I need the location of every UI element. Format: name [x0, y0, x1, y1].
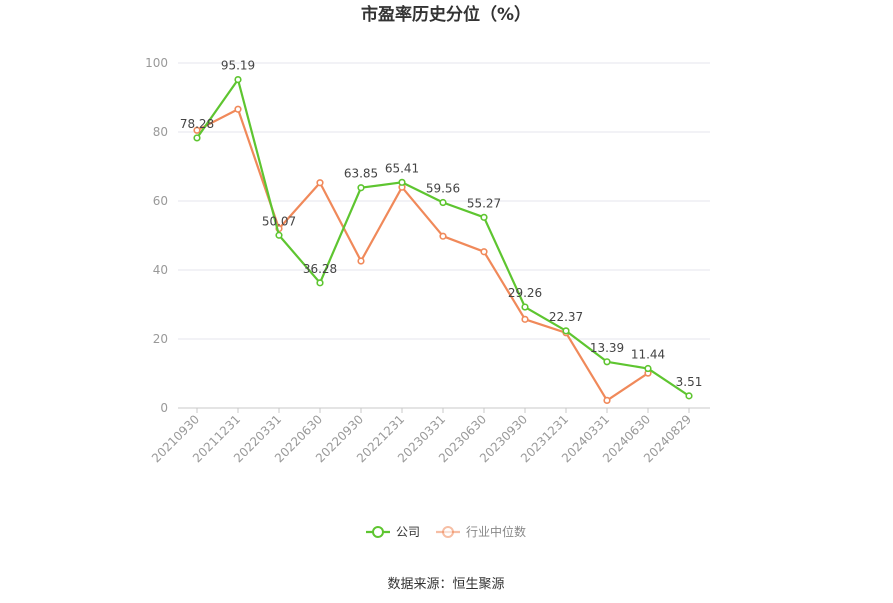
legend-label: 公司 — [396, 525, 420, 539]
data-label: 50.07 — [262, 214, 296, 228]
legend-swatch-marker — [372, 526, 384, 538]
legend-label: 行业中位数 — [466, 524, 526, 539]
chart-title: 市盈率历史分位（%） — [361, 4, 531, 25]
data-label: 78.28 — [180, 117, 214, 131]
axes: 0204060801002021093020211231202203312022… — [145, 56, 710, 465]
series-0-point — [603, 358, 611, 366]
series-1-point — [357, 257, 365, 265]
series-0-point — [644, 364, 652, 373]
y-tick-label: 0 — [160, 401, 168, 415]
source-note: 数据来源：恒生聚源 — [387, 577, 504, 592]
y-tick-label: 60 — [153, 194, 168, 208]
series-1-point — [521, 315, 529, 323]
series-1-point — [603, 396, 611, 405]
series-1-point — [316, 179, 324, 187]
legend: 公司 行业中位数 — [366, 524, 526, 539]
series-0-point — [562, 327, 570, 335]
series-1-point — [193, 126, 201, 134]
data-label: 13.39 — [590, 341, 624, 355]
series-0-point — [439, 198, 447, 207]
series-0-point — [234, 75, 242, 84]
series-line-1 — [195, 108, 650, 402]
series-0-point — [398, 178, 406, 186]
series-lines — [193, 75, 693, 405]
series-1-point — [234, 105, 242, 113]
data-labels: 78.28 95.19 50.07 36.28 63.85 65.41 59.56 55.27… — [180, 59, 703, 389]
series-1-point — [480, 248, 488, 256]
y-tick-label: 20 — [153, 332, 168, 346]
data-label: 36.28 — [303, 262, 337, 276]
data-label: 22.37 — [549, 310, 583, 324]
y-tick-label: 100 — [145, 56, 168, 70]
data-label: 95.19 — [221, 59, 255, 73]
y-tick-label: 80 — [153, 125, 168, 139]
series-0-point — [521, 303, 529, 311]
data-label: 55.27 — [467, 196, 501, 210]
series-0-point — [357, 184, 365, 192]
series-0-point — [275, 231, 283, 239]
legend-swatch-marker — [442, 526, 454, 538]
series-0-point — [316, 279, 324, 287]
data-label: 11.44 — [631, 348, 665, 362]
data-label: 3.51 — [676, 375, 703, 389]
data-label: 29.26 — [508, 286, 542, 300]
y-tick-label: 40 — [153, 263, 168, 277]
series-0-point — [685, 392, 693, 400]
data-label: 63.85 — [344, 167, 378, 181]
data-label: 65.41 — [385, 161, 419, 175]
series-0-point — [480, 213, 488, 221]
data-label: 59.56 — [426, 182, 460, 196]
series-0-point — [193, 134, 201, 142]
series-1-point — [439, 232, 447, 240]
